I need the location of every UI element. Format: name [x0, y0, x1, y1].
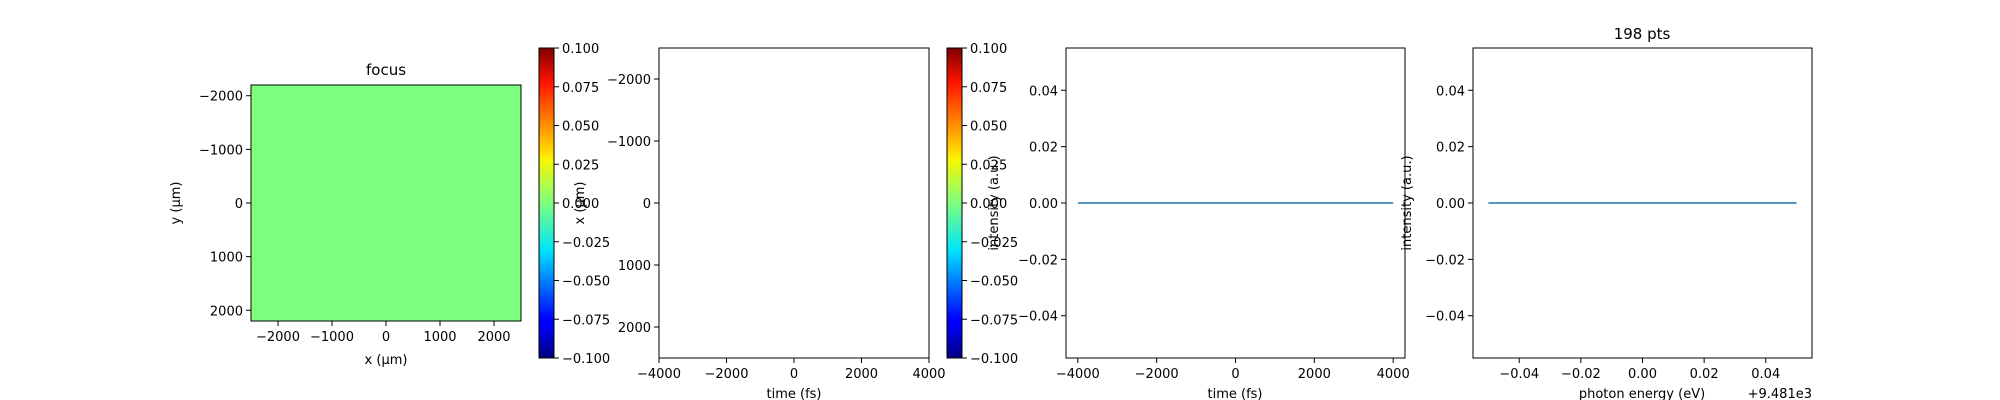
spectrum-ytick-label: 0.02	[1436, 141, 1465, 156]
colorbar-1-gradient	[538, 47, 555, 359]
temporal-xtick-label: −2000	[1135, 367, 1179, 382]
focus-xtick-label: 2000	[477, 330, 510, 345]
time-x-y-ticks: −2000 −1000 0 1000 2000	[607, 73, 659, 336]
colorbar-2-tick-label: 0.025	[970, 158, 1007, 173]
focus-y-ticks: −2000 −1000 0 1000 2000	[199, 90, 251, 319]
colorbar-1-tick-label: −0.075	[562, 313, 610, 328]
panel-focus: focus −2000 −1000 0 1000 2000 −2000 −1000 0 100…	[169, 61, 522, 368]
time-x-x-ticks: −4000 −2000 0 2000 4000	[637, 358, 946, 382]
temporal-ytick-label: −0.02	[1018, 253, 1058, 268]
temporal-xtick-label: 0	[1231, 367, 1239, 382]
focus-ytick-label: 1000	[210, 251, 243, 266]
colorbar-1-tick-label: −0.050	[562, 275, 610, 290]
colorbar-1-tick-label: 0.000	[562, 197, 599, 212]
time-x-ylabel: x (µm)	[573, 182, 588, 225]
focus-xtick-label: −1000	[310, 330, 354, 345]
spectrum-ytick-label: 0.00	[1436, 197, 1465, 212]
spectrum-title: 198 pts	[1614, 25, 1671, 43]
colorbar-2-tick-label: −0.025	[970, 236, 1018, 251]
colorbar-2-gradient	[946, 47, 963, 359]
temporal-y-ticks: −0.04 −0.02 0.00 0.02 0.04	[1018, 84, 1066, 325]
panel-time-x: −4000 −2000 0 2000 4000 −2000−1000010002000 …	[573, 47, 946, 400]
colorbar-1-tick-label: 0.025	[562, 158, 599, 173]
colorbar-2: −0.100 −0.075 −0.050 −0.025 0.000 0.025 0.050 0…	[946, 42, 1018, 367]
spectrum-y-ticks: −0.04 −0.02 0.00 0.02 0.04	[1425, 84, 1473, 325]
focus-xtick-label: −2000	[256, 330, 300, 345]
colorbar-1-tick-label: 0.075	[562, 81, 599, 96]
focus-title: focus	[366, 61, 406, 79]
spectrum-x-ticks: −0.04 −0.02 0.00 0.02 0.04	[1499, 358, 1780, 382]
focus-heatmap-image	[251, 85, 521, 321]
focus-xlabel: x (µm)	[365, 353, 408, 368]
focus-ytick-label: −2000	[199, 90, 243, 105]
spectrum-x-offset: +9.481e3	[1748, 387, 1812, 400]
spectrum-ytick-label: −0.02	[1425, 253, 1465, 268]
temporal-xtick-label: 2000	[1298, 367, 1331, 382]
time-x-ytick-label: 2000	[618, 321, 651, 336]
spectrum-ytick-label: 0.04	[1436, 84, 1465, 99]
temporal-ytick-label: −0.04	[1018, 310, 1058, 325]
time-x-xtick-label: 2000	[845, 367, 878, 382]
temporal-x-ticks: −4000 −2000 0 2000 4000	[1056, 358, 1410, 382]
colorbar-2-tick-label: −0.050	[970, 275, 1018, 290]
colorbar-1-tick-label: −0.025	[562, 236, 610, 251]
time-x-axes-frame	[658, 47, 930, 359]
spectrum-xtick-label: 0.04	[1751, 367, 1780, 382]
spectrum-xtick-label: 0.00	[1628, 367, 1657, 382]
focus-xtick-label: 0	[382, 330, 390, 345]
colorbar-1-tick-label: −0.100	[562, 352, 610, 367]
time-x-ytick-label: −1000	[607, 135, 651, 150]
time-x-xtick-label: 4000	[912, 367, 945, 382]
temporal-ytick-label: 0.04	[1029, 84, 1058, 99]
spectrum-xlabel: photon energy (eV)	[1579, 387, 1705, 400]
colorbar-2-tick-label: −0.100	[970, 352, 1018, 367]
time-x-xtick-label: 0	[790, 367, 798, 382]
time-x-xtick-label: −2000	[705, 367, 749, 382]
panel-temporal: −4000 −2000 0 2000 4000 −0.04 −0.02 0.00 0.02 0.…	[1018, 47, 1410, 400]
time-x-xtick-label: −4000	[637, 367, 681, 382]
temporal-ytick-label: 0.00	[1029, 197, 1058, 212]
colorbar-2-tick-label: 0.100	[970, 42, 1007, 57]
spectrum-ytick-label: −0.04	[1425, 310, 1465, 325]
panel-spectrum: 198 pts −0.04 −0.02 0.00 0.02 0.04 −0.04−0.0…	[1400, 25, 1813, 400]
temporal-ytick-label: 0.02	[1029, 141, 1058, 156]
time-x-ytick-label: 0	[643, 197, 651, 212]
focus-ytick-label: 2000	[210, 304, 243, 319]
time-x-ytick-label: 1000	[618, 259, 651, 274]
colorbar-2-tick-label: 0.075	[970, 81, 1007, 96]
spectrum-ylabel: intensity (a.u.)	[1400, 155, 1415, 250]
focus-ytick-label: 0	[235, 197, 243, 212]
colorbar-2-ticks: −0.100 −0.075 −0.050 −0.025 0.000 0.025 0.050 0…	[962, 42, 1018, 367]
time-x-ytick-label: −2000	[607, 73, 651, 88]
temporal-xtick-label: 4000	[1377, 367, 1410, 382]
colorbar-2-tick-label: −0.075	[970, 313, 1018, 328]
colorbar-1-ticks: −0.100 −0.075 −0.050 −0.025 0.000 0.025 0.050 0…	[554, 42, 610, 367]
colorbar-1-tick-label: 0.100	[562, 42, 599, 57]
focus-ylabel: y (µm)	[169, 182, 184, 225]
focus-ytick-label: −1000	[199, 143, 243, 158]
temporal-xlabel: time (fs)	[1208, 387, 1263, 400]
colorbar-1: −0.100 −0.075 −0.050 −0.025 0.000 0.025 0.050 0…	[538, 42, 610, 367]
colorbar-1-tick-label: 0.050	[562, 120, 599, 135]
time-x-xlabel: time (fs)	[767, 387, 822, 400]
colorbar-2-tick-label: 0.000	[970, 197, 1007, 212]
focus-xtick-label: 1000	[423, 330, 456, 345]
spectrum-xtick-label: 0.02	[1690, 367, 1719, 382]
spectrum-xtick-label: −0.02	[1561, 367, 1601, 382]
spectrum-xtick-label: −0.04	[1499, 367, 1539, 382]
focus-x-ticks: −2000 −1000 0 1000 2000	[256, 321, 511, 345]
colorbar-2-label: intensity (a.u.)	[987, 155, 1002, 250]
temporal-xtick-label: −4000	[1056, 367, 1100, 382]
colorbar-2-tick-label: 0.050	[970, 120, 1007, 135]
